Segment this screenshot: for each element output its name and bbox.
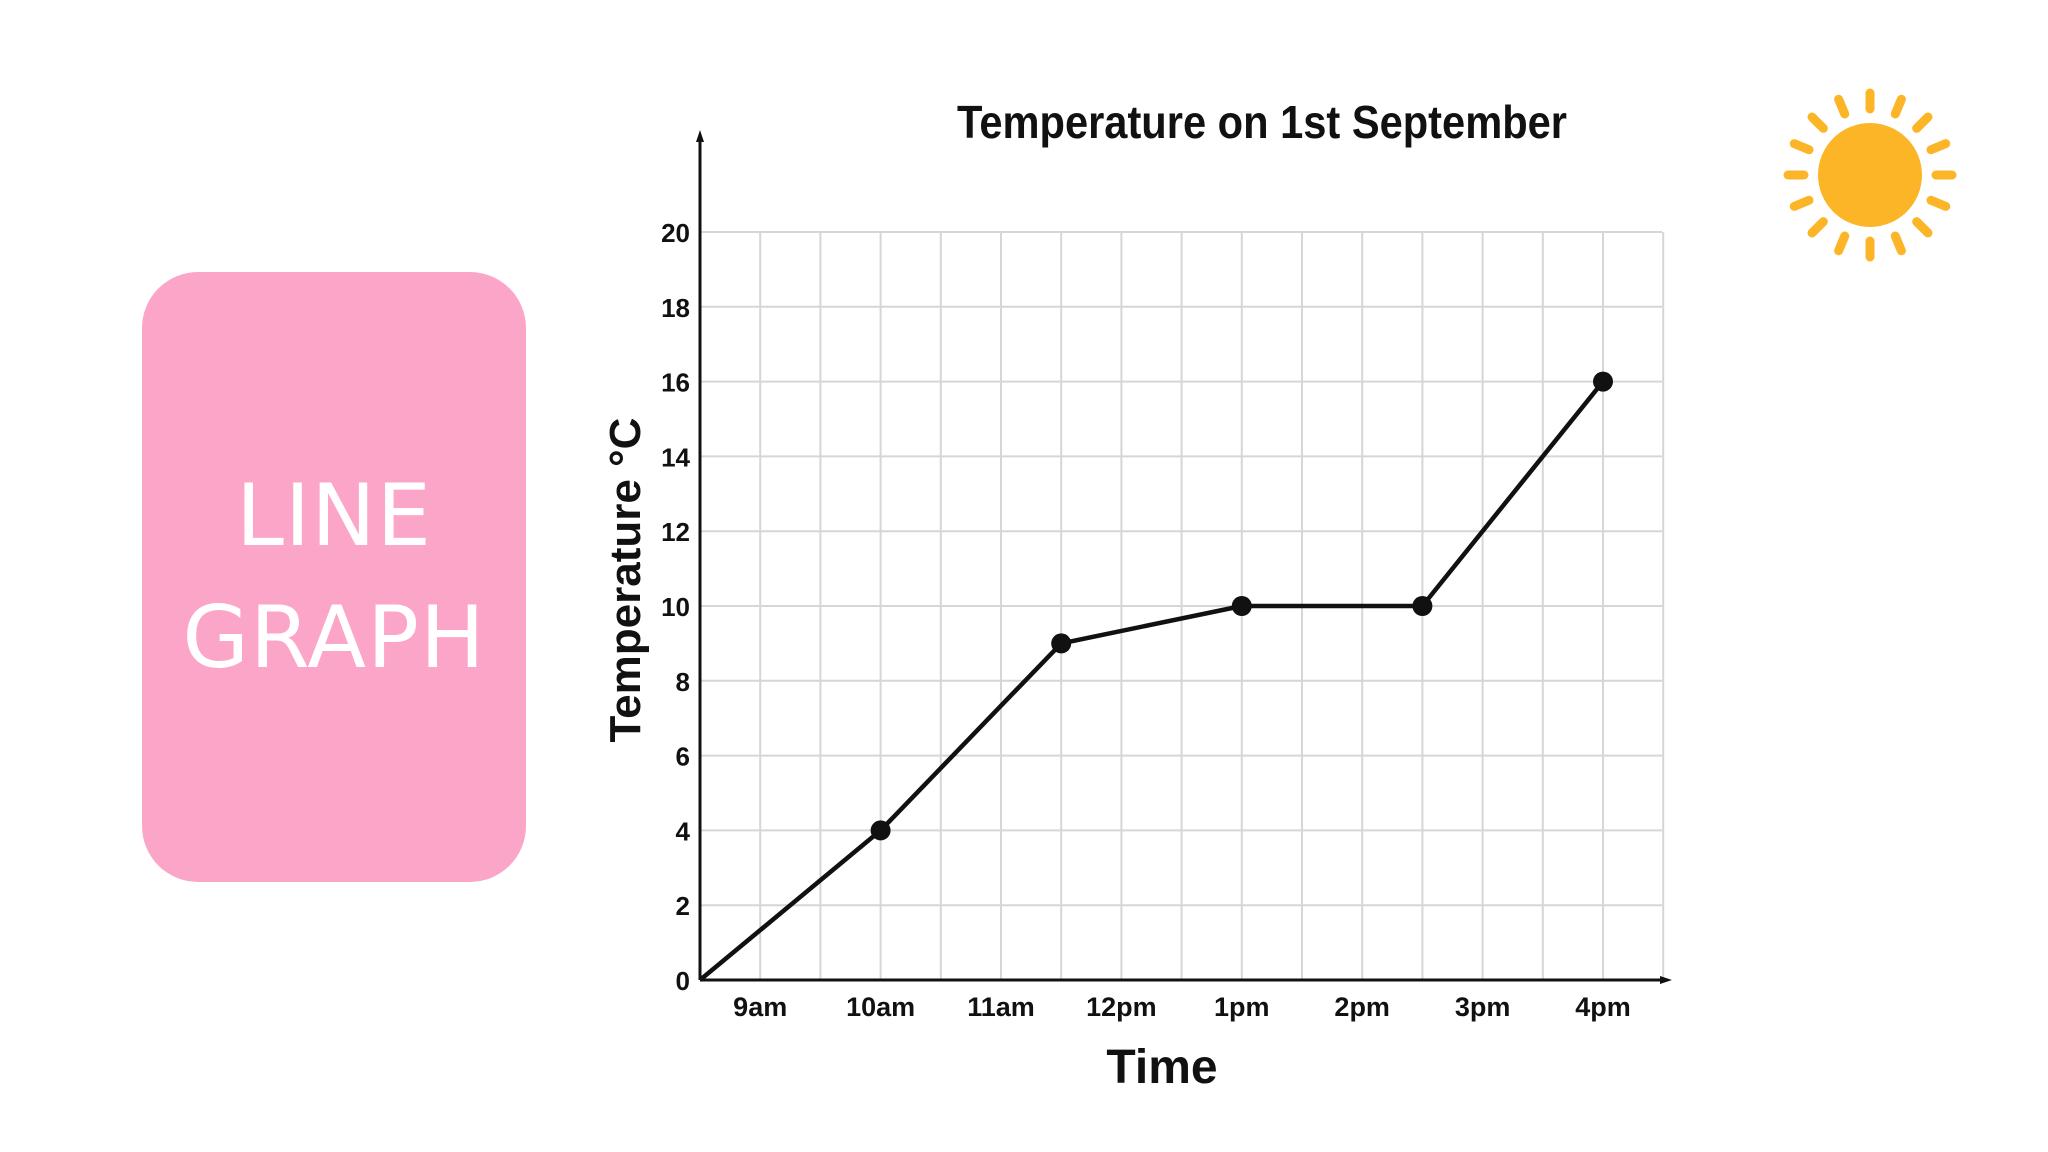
sun-ray bbox=[1789, 195, 1814, 211]
sun-ray bbox=[1807, 112, 1828, 133]
x-tick-label: 1pm bbox=[1214, 992, 1270, 1022]
y-tick-label: 20 bbox=[661, 218, 690, 248]
sun-ray bbox=[1926, 195, 1951, 211]
chart-title: Temperature on 1st September bbox=[957, 96, 1567, 148]
x-tick-label: 11am bbox=[967, 992, 1035, 1022]
sun-rays bbox=[1783, 88, 1957, 262]
y-tick-label: 0 bbox=[676, 966, 690, 996]
data-point bbox=[1051, 633, 1072, 654]
sun-ray bbox=[1890, 231, 1906, 256]
data-point bbox=[1593, 371, 1613, 392]
sun-ray bbox=[1807, 217, 1828, 238]
data-point bbox=[870, 820, 891, 841]
y-tick-label: 12 bbox=[661, 517, 690, 547]
line-graph-card: LINE GRAPH bbox=[142, 272, 526, 882]
x-tick-label: 12pm bbox=[1086, 992, 1157, 1022]
y-tick-label: 10 bbox=[661, 592, 690, 622]
y-tick-label: 16 bbox=[661, 368, 690, 398]
x-tick-label: 2pm bbox=[1334, 992, 1390, 1022]
card-line-2: GRAPH bbox=[182, 588, 486, 688]
y-tick-label: 2 bbox=[676, 891, 690, 921]
chart-grid bbox=[699, 231, 1665, 981]
y-tick-label: 14 bbox=[661, 442, 690, 472]
sun-icon bbox=[1783, 88, 1957, 262]
sun-ray bbox=[1834, 94, 1850, 119]
y-axis-label: Temperature °C bbox=[601, 418, 650, 743]
sun-disc bbox=[1818, 123, 1922, 227]
y-tick-label: 8 bbox=[676, 667, 690, 697]
sun-ray bbox=[1912, 217, 1933, 238]
x-axis-label: Time bbox=[1106, 1041, 1217, 1094]
card-line-1: LINE bbox=[236, 466, 432, 566]
sun-ray bbox=[1789, 139, 1814, 155]
y-axis-arrow bbox=[696, 130, 704, 142]
sun-ray bbox=[1834, 231, 1850, 256]
x-axis-arrow bbox=[1660, 976, 1672, 984]
y-tick-label: 4 bbox=[676, 816, 691, 846]
x-tick-label: 10am bbox=[846, 992, 915, 1022]
chart-axes bbox=[696, 130, 1672, 984]
x-tick-label: 4pm bbox=[1575, 992, 1631, 1022]
series-line bbox=[698, 380, 1605, 982]
y-tick-label: 6 bbox=[676, 742, 690, 772]
data-point bbox=[1231, 596, 1252, 616]
x-tick-label: 9am bbox=[733, 992, 787, 1022]
data-point bbox=[1412, 596, 1433, 616]
x-tick-label: 3pm bbox=[1455, 992, 1511, 1022]
sun-ray bbox=[1912, 112, 1933, 133]
y-tick-label: 18 bbox=[661, 293, 690, 323]
sun-ray bbox=[1890, 94, 1906, 119]
sun-ray bbox=[1926, 139, 1951, 155]
